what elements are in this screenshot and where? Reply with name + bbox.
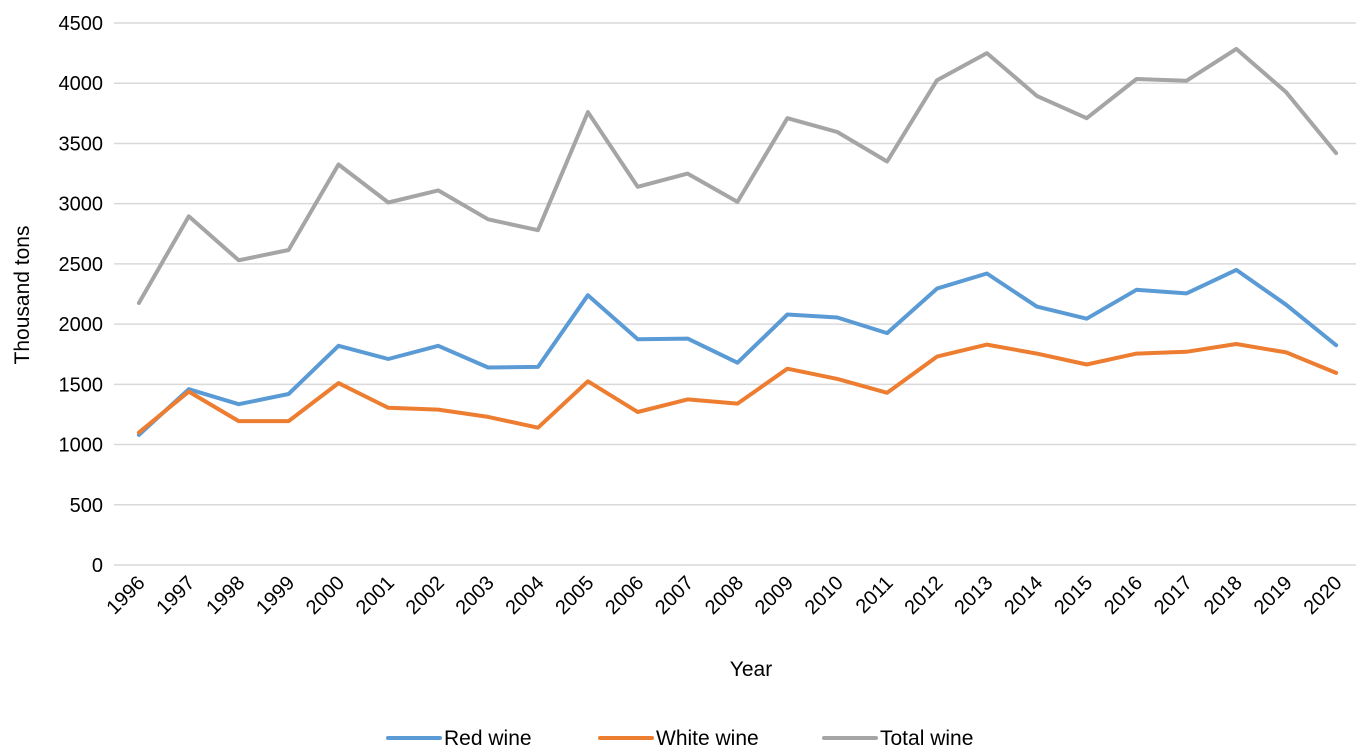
y-tick-label: 2000 — [59, 314, 104, 336]
x-tick-label: 2004 — [501, 572, 548, 619]
x-tick-label: 2005 — [551, 572, 598, 619]
legend-label-total-wine: Total wine — [880, 727, 973, 750]
x-axis-title: Year — [730, 658, 772, 681]
y-tick-label: 1000 — [59, 435, 104, 457]
x-tick-label: 2018 — [1200, 572, 1247, 619]
x-tick-label: 2015 — [1050, 572, 1097, 619]
x-tick-label: 2006 — [601, 572, 648, 619]
y-tick-label: 4500 — [59, 13, 104, 35]
legend: Red wine White wine Total wine — [386, 727, 973, 750]
y-tick-label: 3500 — [59, 133, 104, 155]
y-axis-title: Thousand tons — [11, 226, 34, 365]
x-tick-label: 2003 — [452, 572, 499, 619]
x-tick-label: 2001 — [352, 572, 399, 619]
y-tick-label: 4000 — [59, 73, 104, 95]
y-axis-ticks: 0 500 1000 1500 2000 2500 3000 3500 4000 4500 — [59, 13, 104, 577]
x-tick-label: 2016 — [1100, 572, 1147, 619]
x-tick-label: 2002 — [402, 572, 449, 619]
x-tick-label: 1997 — [152, 572, 199, 619]
x-tick-label: 2007 — [651, 572, 698, 619]
x-axis-ticks: 1996 1997 1998 1999 2000 2001 2002 2003 2004 2005… — [102, 572, 1346, 619]
y-tick-label: 1500 — [59, 374, 104, 396]
x-tick-label: 2017 — [1150, 572, 1197, 619]
y-tick-label: 500 — [70, 495, 103, 517]
x-tick-label: 1996 — [102, 572, 149, 619]
legend-label-red-wine: Red wine — [444, 727, 532, 750]
legend-label-white-wine: White wine — [656, 727, 759, 750]
x-tick-label: 1999 — [252, 572, 299, 619]
y-tick-label: 0 — [92, 555, 103, 577]
x-tick-label: 2011 — [852, 572, 898, 618]
x-tick-label: 2019 — [1250, 572, 1297, 619]
x-tick-label: 1998 — [202, 572, 249, 619]
x-tick-label: 2010 — [801, 572, 848, 619]
y-tick-label: 3000 — [59, 194, 104, 216]
x-tick-label: 2009 — [751, 572, 798, 619]
x-tick-label: 2008 — [701, 572, 748, 619]
x-tick-label: 2012 — [901, 572, 948, 619]
series-lines — [136, 46, 1339, 437]
gridlines — [114, 22, 1356, 566]
y-tick-label: 2500 — [59, 254, 104, 276]
x-tick-label: 2000 — [302, 572, 349, 619]
series-line-total-wine — [136, 46, 1339, 305]
x-tick-label: 2014 — [1000, 572, 1047, 619]
series-line-red-wine — [136, 267, 1339, 437]
series-line-white-wine — [136, 342, 1339, 435]
x-tick-label: 2013 — [950, 572, 997, 619]
x-tick-label: 2020 — [1300, 572, 1347, 619]
